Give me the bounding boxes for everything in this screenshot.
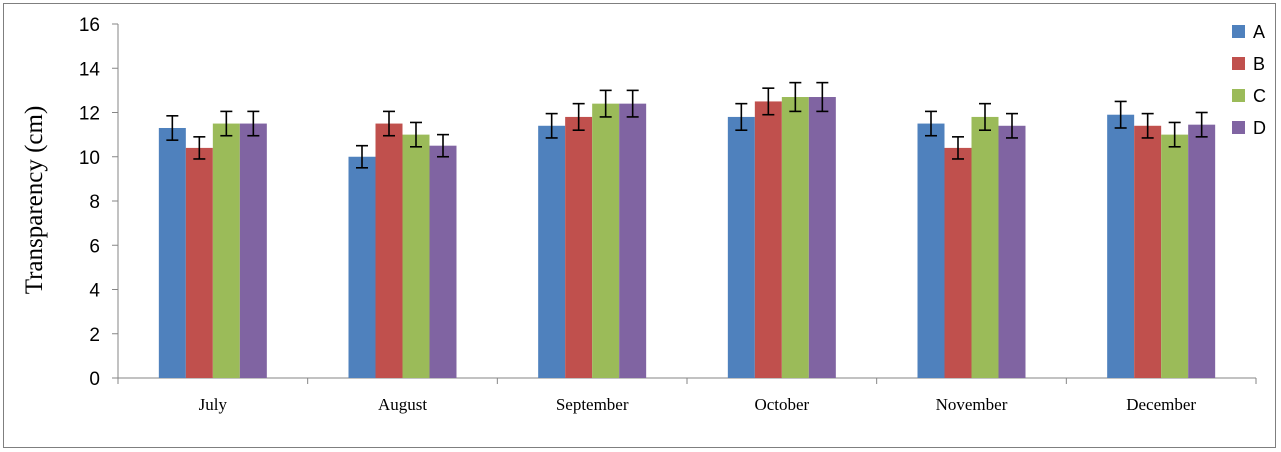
- bar-a: [158, 127, 186, 378]
- x-tick-label: August: [378, 395, 427, 414]
- bar-a: [1107, 114, 1135, 379]
- bar-c: [971, 116, 999, 379]
- legend-label-b: B: [1253, 54, 1265, 74]
- bar-a: [538, 125, 566, 379]
- y-tick-label: 4: [89, 281, 100, 302]
- y-tick-label: 14: [79, 59, 101, 80]
- legend-swatch-c: [1232, 89, 1245, 102]
- bar-d: [998, 125, 1026, 379]
- bar-d: [619, 103, 647, 379]
- x-tick-label: November: [936, 395, 1008, 414]
- bar-c: [592, 103, 620, 379]
- bar-b: [944, 147, 972, 378]
- bar-c: [212, 123, 240, 378]
- bar-d: [239, 123, 267, 378]
- x-tick-label: July: [199, 395, 228, 414]
- legend-label-d: D: [1253, 118, 1266, 138]
- bar-d: [429, 145, 457, 378]
- bar-c: [781, 97, 809, 378]
- bar-b: [375, 123, 403, 378]
- y-axis-title: Transparency (cm): [21, 106, 48, 295]
- bar-b: [565, 116, 593, 379]
- bar-d: [1188, 124, 1216, 378]
- legend-label-c: C: [1253, 86, 1266, 106]
- bar-d: [808, 97, 836, 378]
- bar-a: [348, 156, 376, 378]
- bar-c: [402, 134, 430, 378]
- legend-swatch-b: [1232, 57, 1245, 70]
- y-tick-label: 8: [89, 192, 100, 213]
- x-tick-label: September: [556, 395, 629, 414]
- y-tick-label: 10: [79, 148, 100, 169]
- bar-a: [917, 123, 945, 378]
- y-tick-label: 0: [89, 369, 100, 390]
- y-tick-label: 12: [79, 104, 100, 125]
- y-tick-label: 6: [89, 236, 100, 257]
- bar-b: [185, 147, 213, 378]
- x-tick-label: October: [754, 395, 809, 414]
- y-tick-label: 16: [79, 15, 100, 36]
- bar-b: [1134, 125, 1162, 379]
- y-tick-label: 2: [89, 325, 100, 346]
- bar-a: [727, 116, 755, 379]
- legend-swatch-a: [1232, 25, 1245, 38]
- bar-c: [1161, 134, 1189, 378]
- x-tick-label: December: [1126, 395, 1196, 414]
- legend-swatch-d: [1232, 121, 1245, 134]
- bar-b: [754, 101, 782, 378]
- legend-label-a: A: [1253, 22, 1265, 42]
